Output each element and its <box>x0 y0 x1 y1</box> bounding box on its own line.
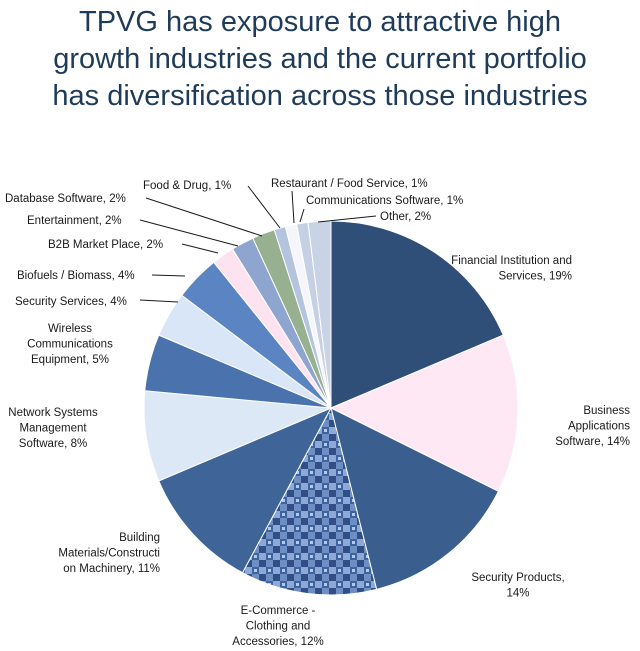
leader-line-10 <box>181 243 219 254</box>
pie-slice-1 <box>330 220 504 409</box>
slice-label-line: Business <box>583 405 630 417</box>
slice-label-line: Security Products, <box>471 572 564 584</box>
slice-label-12: Database Software, 2% <box>5 193 126 205</box>
slice-label-line: Materials/Constructi <box>58 548 160 560</box>
pie-slice-3 <box>330 407 500 590</box>
slice-label-3: Security Products, 14% <box>471 572 564 600</box>
slice-label-line: Communications Software, 1% <box>306 195 463 207</box>
slice-label-9: Biofuels / Biomass, 4% <box>17 270 135 282</box>
slice-label-line: Restaurant / Food Service, 1% <box>271 178 428 190</box>
title-line-3: has diversification across those industr… <box>52 80 588 112</box>
page-title: TPVG has exposure to attractive high gro… <box>0 4 640 115</box>
slice-label-line: B2B Market Place, 2% <box>48 239 163 251</box>
slice-label-line: Biofuels / Biomass, 4% <box>17 270 135 282</box>
slice-label-line: Services, 19% <box>498 271 572 283</box>
leader-line-15 <box>299 208 305 223</box>
slice-label-line: Communications <box>27 339 113 351</box>
slice-label-line: Clothing and <box>246 621 311 633</box>
leader-line-12 <box>145 197 263 237</box>
slice-label-16: Other, 2% <box>380 211 431 223</box>
slice-label-line: Other, 2% <box>380 211 431 223</box>
slice-label-5: Building Materials/Constructi on Machinery… <box>58 532 160 575</box>
slice-label-line: Entertainment, 2% <box>27 215 122 227</box>
slice-label-13: Food & Drug, 1% <box>143 180 231 192</box>
slice-label-line: Database Software, 2% <box>5 193 126 205</box>
slice-label-line: Management <box>19 423 87 435</box>
slice-label-14: Restaurant / Food Service, 1% <box>271 178 428 190</box>
slice-label-line: on Machinery, 11% <box>63 563 160 575</box>
title-line-2: growth industries and the current portfo… <box>53 43 587 75</box>
slice-label-10: B2B Market Place, 2% <box>48 239 163 251</box>
pie-slice-6 <box>143 390 332 482</box>
slice-label-line: Equipment, 5% <box>31 354 109 366</box>
pie-slice-5 <box>158 406 333 574</box>
slice-label-line: 14% <box>506 588 529 600</box>
slice-label-7: Wireless Communications Equipment, 5% <box>27 323 113 366</box>
leader-line-9 <box>151 274 186 277</box>
pie-slice-2 <box>329 334 519 493</box>
leader-line-16 <box>317 215 377 223</box>
slice-label-line: E-Commerce - <box>241 605 316 617</box>
slice-label-6: Network Systems Management Software, 8% <box>8 407 98 450</box>
leader-line-14 <box>291 190 295 224</box>
slice-label-line: Wireless <box>48 323 92 335</box>
pie-slice-4 <box>241 406 378 596</box>
slice-label-line: Building <box>119 532 160 544</box>
slice-label-15: Communications Software, 1% <box>306 195 463 207</box>
slice-label-11: Entertainment, 2% <box>27 215 122 227</box>
leader-line-13 <box>247 185 281 229</box>
title-line-1: TPVG has exposure to attractive high <box>79 6 561 38</box>
slice-label-8: Security Services, 4% <box>15 296 127 308</box>
slice-label-line: Network Systems <box>8 407 98 419</box>
slice-label-line: Financial Institution and <box>451 255 572 267</box>
slice-label-2: Business Applications Software, 14% <box>555 405 630 448</box>
leader-line-8 <box>139 299 179 303</box>
slice-label-line: Software, 14% <box>555 436 630 448</box>
slice-label-line: Food & Drug, 1% <box>143 180 231 192</box>
leader-line-11 <box>139 219 239 247</box>
slice-label-4: E-Commerce - Clothing and Accessories, 12% <box>232 605 323 648</box>
slice-label-line: Software, 8% <box>19 438 87 450</box>
slice-label-line: Security Services, 4% <box>15 296 127 308</box>
slice-label-1: Financial Institution and Services, 19% <box>451 255 572 283</box>
slice-label-line: Applications <box>568 421 630 433</box>
slice-label-line: Accessories, 12% <box>232 636 323 648</box>
